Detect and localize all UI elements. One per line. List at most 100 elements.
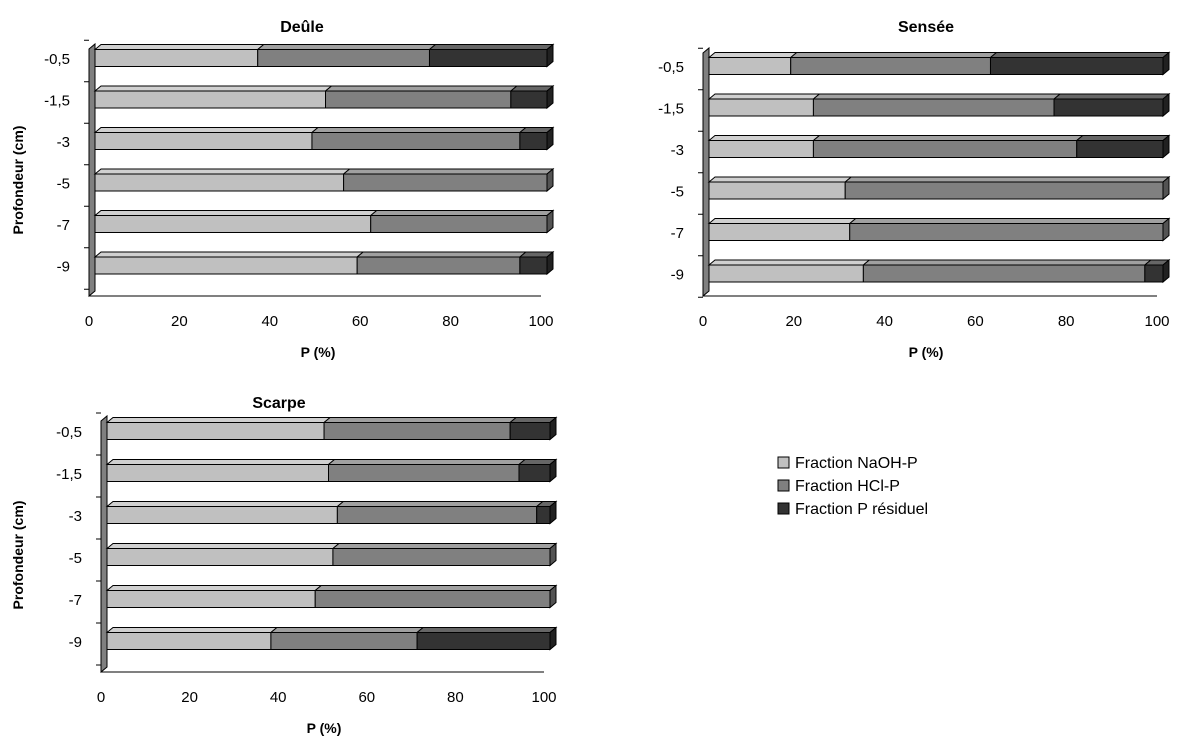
bar-segment xyxy=(105,543,341,566)
bar-segment xyxy=(848,218,1171,241)
bar-segment xyxy=(327,459,527,482)
chart-title: Sensée xyxy=(898,19,954,36)
x-tick-label: 80 xyxy=(447,689,464,706)
y-tick-label: -1,5 xyxy=(44,93,70,110)
bar-end-face xyxy=(549,500,557,525)
bar-segment xyxy=(428,44,555,67)
bar-segment xyxy=(342,168,555,192)
chart-sensee: Sensée -0,5 -1,5 -3 -5 -7 -9 0 20 40 60 80 100 P (%) xyxy=(658,19,1171,360)
x-tick-label: 60 xyxy=(967,313,984,330)
y-tick-label: -9 xyxy=(57,259,70,276)
bar-end-face xyxy=(546,126,554,151)
bar-segment xyxy=(105,585,323,608)
bar-segment xyxy=(369,210,555,233)
bar-segment xyxy=(105,627,279,650)
axis-wall xyxy=(702,46,710,298)
x-tick-label: 80 xyxy=(442,313,459,330)
bar-end-face xyxy=(1162,217,1170,242)
bar-end-face xyxy=(1162,134,1170,159)
y-tick-label: -0,5 xyxy=(44,51,70,68)
chart-deule: Deûle -0,5 -1,5 -3 -5 -7 -9 0 20 40 60 80 100 P (%) Pr… xyxy=(10,19,555,360)
x-axis-label: P (%) xyxy=(909,344,944,360)
x-tick-label: 60 xyxy=(358,689,375,706)
y-tick-label: -5 xyxy=(57,176,70,193)
bar-end-face xyxy=(546,43,554,68)
y-tick-label: -0,5 xyxy=(56,424,82,441)
legend-label: Fraction P résiduel xyxy=(795,501,928,518)
bar-segment xyxy=(93,127,320,150)
bar-segment xyxy=(313,585,558,608)
y-tick-label: -3 xyxy=(671,142,684,159)
legend-item: Fraction NaOH-P xyxy=(777,455,918,472)
bar-segment xyxy=(269,627,425,650)
bar-segment xyxy=(335,501,545,524)
y-tick-label: -7 xyxy=(57,217,70,234)
y-tick-label: -9 xyxy=(69,634,82,651)
x-tick-label: 40 xyxy=(261,313,278,330)
y-tick-label: -5 xyxy=(69,550,82,567)
y-tick-label: -7 xyxy=(69,592,82,609)
legend-label: Fraction NaOH-P xyxy=(795,455,918,472)
bar-segment xyxy=(331,543,558,566)
x-tick-label: 0 xyxy=(699,313,707,330)
bar-segment xyxy=(707,52,799,75)
x-tick-label: 100 xyxy=(531,689,556,706)
bar-segment xyxy=(517,459,558,482)
legend-label: Fraction HCl-P xyxy=(795,478,900,495)
bar-segment xyxy=(707,176,853,200)
bar-end-face xyxy=(1162,258,1170,284)
bar-segment xyxy=(93,85,333,109)
x-tick-label: 60 xyxy=(352,313,369,330)
bar-end-face xyxy=(1162,175,1170,201)
bar-segment xyxy=(707,135,821,158)
bar-end-face xyxy=(546,84,554,110)
bar-segment xyxy=(861,259,1153,283)
bar-end-face xyxy=(1162,92,1170,118)
bar-segment xyxy=(707,93,821,117)
bar-segment xyxy=(1075,135,1171,158)
x-tick-label: 20 xyxy=(181,689,198,706)
y-tick-label: -0,5 xyxy=(658,59,684,76)
bar-segment xyxy=(93,210,379,233)
y-axis-label: Profondeur (cm) xyxy=(10,501,26,610)
y-tick-label: -5 xyxy=(671,184,684,201)
y-tick-label: -9 xyxy=(671,267,684,284)
bar-end-face xyxy=(549,416,557,441)
legend-swatch xyxy=(777,479,790,492)
x-axis-label: P (%) xyxy=(301,344,336,360)
x-tick-label: 40 xyxy=(876,313,893,330)
y-tick-label: -3 xyxy=(57,134,70,151)
bar-end-face xyxy=(1162,51,1170,76)
bar-segment xyxy=(310,127,528,150)
bar-segment xyxy=(1052,93,1171,117)
x-tick-label: 80 xyxy=(1058,313,1075,330)
bar-segment xyxy=(105,501,345,524)
bar-end-face xyxy=(549,458,557,483)
bar-segment xyxy=(509,85,555,109)
x-tick-label: 100 xyxy=(1144,313,1169,330)
x-tick-label: 20 xyxy=(785,313,802,330)
bar-segment xyxy=(93,44,266,67)
x-tick-label: 0 xyxy=(97,689,105,706)
legend-swatch xyxy=(777,456,790,469)
x-axis-label: P (%) xyxy=(307,720,342,736)
y-axis-label: Profondeur (cm) xyxy=(10,126,26,235)
bar-segment xyxy=(812,135,1085,158)
y-tick-label: -1,5 xyxy=(56,466,82,483)
bar-segment xyxy=(843,176,1171,200)
bar-end-face xyxy=(546,209,554,234)
bar-segment xyxy=(789,52,998,75)
chart-scarpe: Scarpe -0,5 -1,5 -3 -5 -7 -9 0 20 40 60 80 100 P (%) P… xyxy=(10,395,558,736)
x-tick-label: 100 xyxy=(528,313,553,330)
legend-item: Fraction P résiduel xyxy=(777,501,928,518)
chart-title: Scarpe xyxy=(252,395,305,412)
y-tick-label: -1,5 xyxy=(658,101,684,118)
bar-segment xyxy=(415,627,558,650)
bar-segment xyxy=(105,459,336,482)
bar-end-face xyxy=(549,626,557,651)
chart-title: Deûle xyxy=(280,19,324,36)
bar-segment xyxy=(105,417,332,440)
x-tick-label: 40 xyxy=(270,689,287,706)
bar-segment xyxy=(989,52,1171,75)
